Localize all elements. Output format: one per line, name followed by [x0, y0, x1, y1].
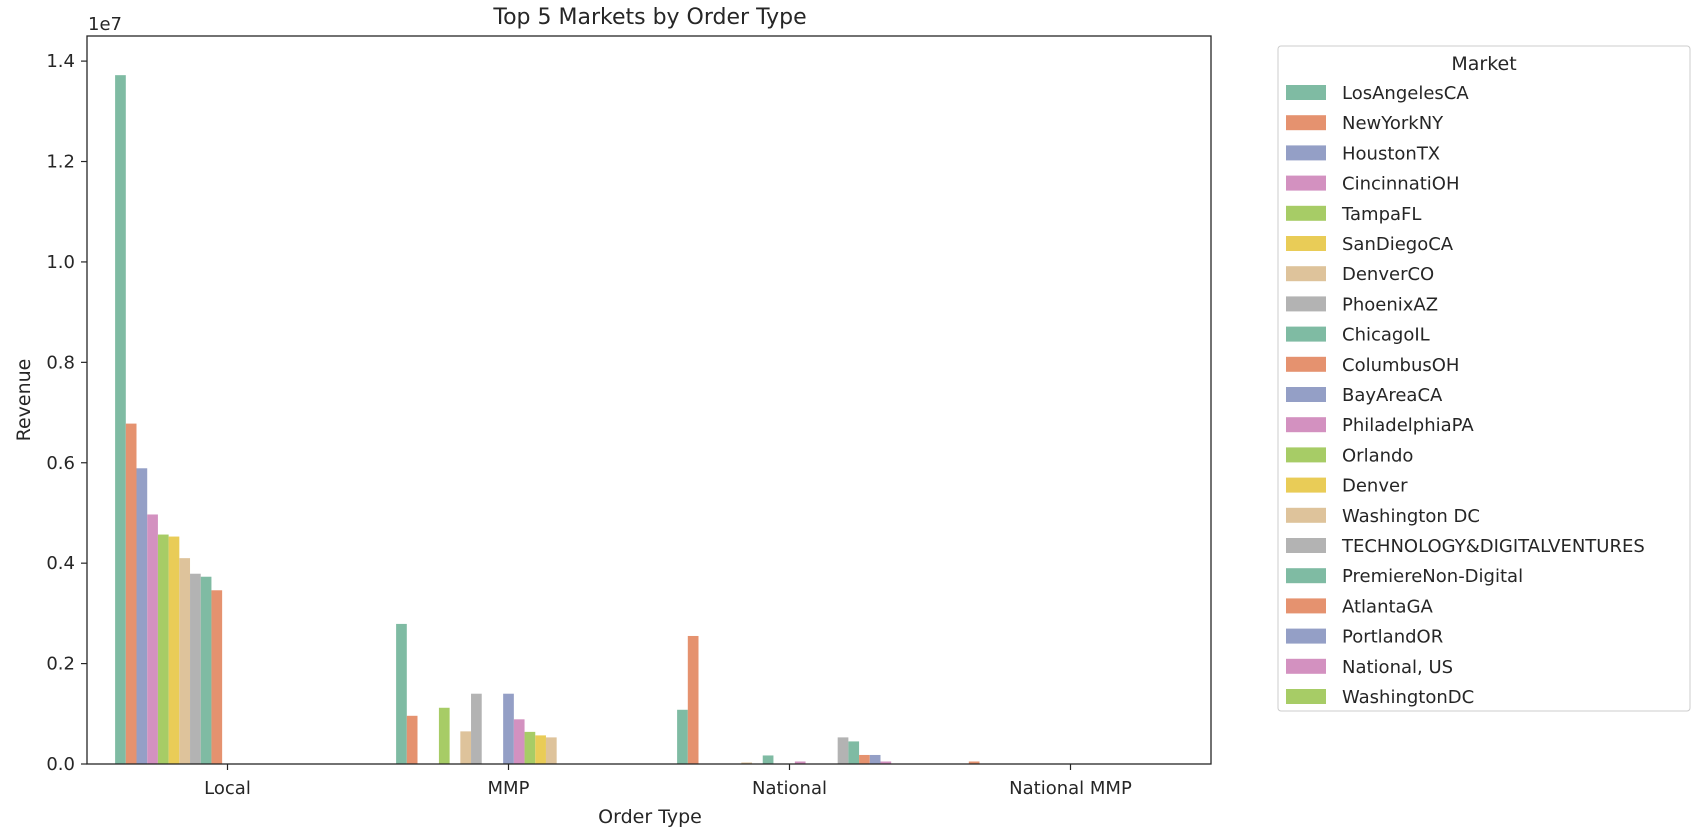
y-tick-label: 0.2 [46, 654, 75, 675]
x-axis-title: Order Type [598, 806, 702, 828]
legend-swatch [1286, 507, 1326, 523]
legend-item-label: BayAreaCA [1342, 385, 1443, 406]
legend-swatch [1286, 417, 1326, 433]
bar [545, 737, 557, 764]
y-tick-label: 0.6 [46, 453, 75, 474]
y-axis-title: Revenue [13, 359, 35, 442]
y-tick-label: 1.2 [46, 152, 75, 173]
bar [136, 468, 148, 764]
legend-swatch [1286, 115, 1326, 131]
legend-item-label: WashingtonDC [1342, 687, 1474, 708]
bar [200, 576, 212, 764]
bar [837, 737, 849, 764]
bars [115, 75, 980, 764]
legend-title: Market [1451, 53, 1516, 75]
bar [438, 707, 450, 764]
legend-item-label: Denver [1342, 476, 1408, 497]
bar [190, 573, 201, 764]
legend-swatch [1286, 205, 1326, 221]
legend-item-label: ChicagoIL [1342, 325, 1430, 346]
legend-item-label: CincinnatiOH [1342, 174, 1459, 195]
bar [513, 719, 525, 764]
legend-item-label: TECHNOLOGY&DIGITALVENTURES [1341, 536, 1645, 557]
bar [524, 731, 536, 764]
x-tick-label: Local [204, 778, 251, 799]
legend-item-label: AtlantaGA [1342, 596, 1434, 617]
bar [859, 754, 870, 764]
bar [157, 534, 169, 764]
legend-swatch [1286, 145, 1326, 161]
legend-swatch [1286, 598, 1326, 614]
y-tick-label: 0.4 [46, 553, 75, 574]
legend-item-label: DenverCO [1342, 264, 1434, 285]
legend-swatch [1286, 447, 1326, 463]
bar [869, 754, 881, 764]
bar [677, 709, 688, 764]
y-tick-label: 1.4 [46, 51, 75, 72]
bar [115, 75, 126, 764]
bar [147, 514, 158, 764]
bar [741, 762, 753, 764]
legend-item-label: PremiereNon-Digital [1342, 566, 1523, 587]
legend-item-label: PortlandOR [1342, 627, 1443, 648]
legend-swatch [1286, 356, 1326, 372]
y-tick-label: 0.8 [46, 352, 75, 373]
legend-swatch [1286, 387, 1326, 402]
x-axis: Local MMP National National MMP [204, 764, 1132, 799]
bar [762, 755, 774, 764]
legend-item-label: PhiladelphiaPA [1342, 415, 1474, 436]
legend: Market LosAngelesCA NewYorkNY HoustonTX Cin… [1277, 45, 1691, 712]
legend-item-label: Washington DC [1342, 506, 1480, 527]
legend-item-label: PhoenixAZ [1342, 294, 1438, 315]
legend-swatch [1286, 658, 1326, 674]
bar [168, 536, 180, 764]
bar [535, 735, 546, 764]
y-tick-label: 0.0 [46, 754, 75, 775]
legend-swatch [1286, 568, 1326, 584]
legend-swatch [1286, 538, 1326, 553]
legend-item-label: NewYorkNY [1342, 113, 1444, 134]
bar [687, 635, 699, 764]
bar [125, 423, 137, 764]
legend-swatch [1286, 326, 1326, 342]
legend-swatch [1286, 628, 1326, 644]
y-offset-label: 1e7 [88, 14, 122, 35]
chart-title: Top 5 Markets by Order Type [492, 5, 806, 30]
bar [880, 761, 892, 764]
x-tick-label: National MMP [1009, 778, 1132, 799]
legend-swatch [1286, 85, 1326, 100]
bar [471, 693, 482, 764]
legend-item-label: SanDiegoCA [1342, 234, 1454, 255]
bar [406, 715, 418, 764]
x-tick-label: National [752, 778, 827, 799]
bar [460, 731, 472, 764]
bar [848, 741, 860, 764]
legend-swatch [1286, 296, 1326, 312]
legend-frame [1277, 45, 1691, 712]
bar [794, 761, 806, 764]
x-tick-label: MMP [488, 778, 530, 799]
plot-frame [86, 35, 1212, 765]
legend-item-label: TampaFL [1341, 204, 1421, 225]
bar [503, 693, 514, 764]
legend-item-label: ColumbusOH [1342, 355, 1459, 376]
legend-item-label: National, US [1342, 657, 1453, 678]
y-tick-label: 1.0 [46, 252, 75, 273]
bar [396, 623, 407, 764]
legend-item-label: HoustonTX [1342, 143, 1440, 164]
bar [211, 590, 223, 764]
legend-swatch [1286, 266, 1326, 282]
bar [179, 558, 191, 764]
y-axis: 0.0 0.2 0.4 0.6 0.8 1.0 1.2 1.4 [46, 51, 87, 775]
legend-item-label: LosAngelesCA [1342, 83, 1469, 104]
legend-swatch [1286, 477, 1326, 493]
legend-swatch [1286, 236, 1326, 251]
legend-item-label: Orlando [1342, 445, 1413, 466]
legend-swatch [1286, 689, 1326, 704]
bar [968, 761, 980, 764]
legend-swatch [1286, 175, 1326, 191]
